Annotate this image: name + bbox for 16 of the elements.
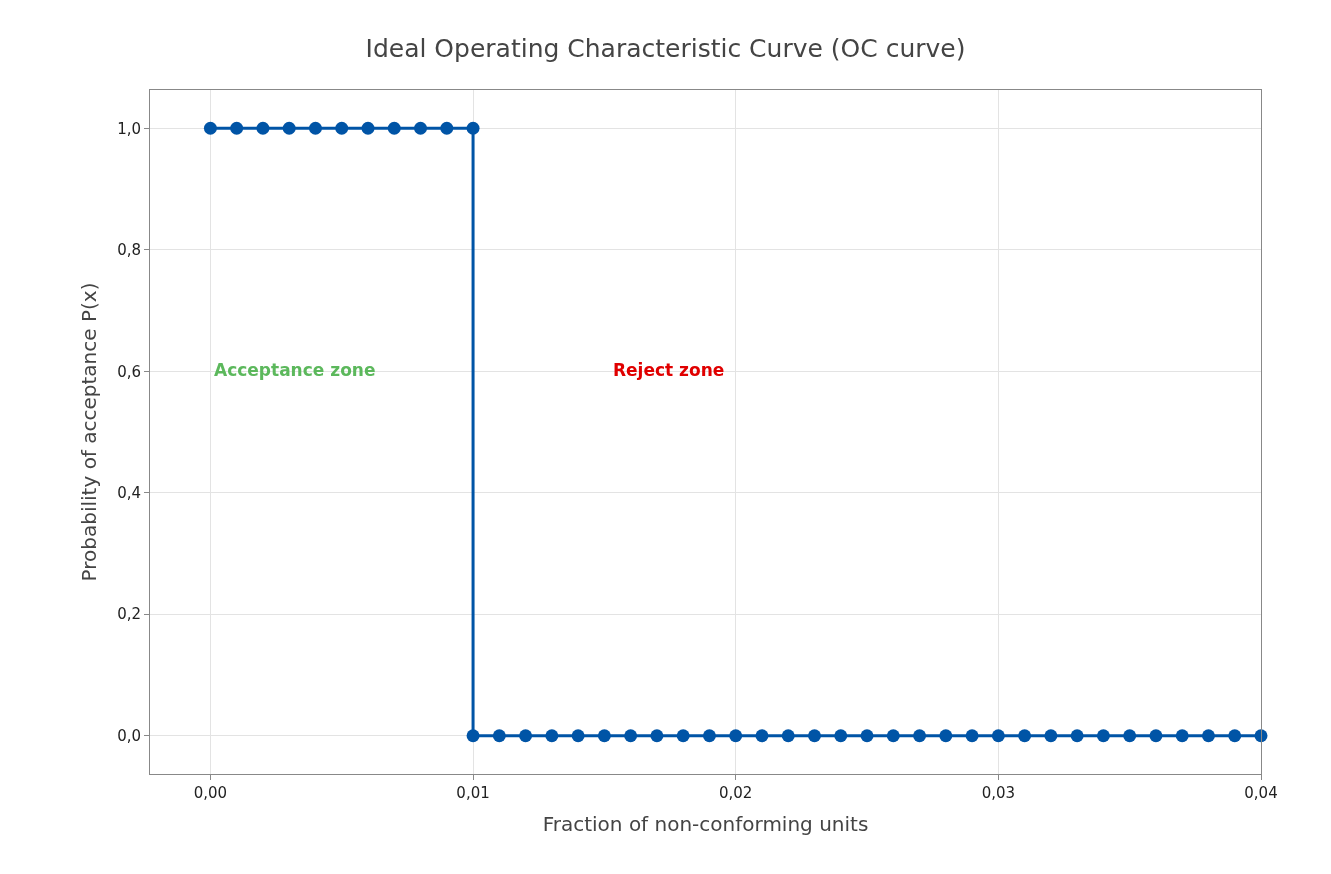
annotation: Acceptance zone — [214, 360, 376, 380]
y-tick-label: 0,2 — [117, 605, 141, 624]
x-tick-label: 0,01 — [456, 784, 490, 802]
y-tick-label: 0,6 — [117, 362, 141, 381]
chart-title: Ideal Operating Characteristic Curve (OC curve) — [365, 33, 966, 63]
y-axis-title: Probability of acceptance P(x) — [76, 282, 101, 582]
annotation: Reject zone — [613, 360, 725, 380]
x-tick-label: 0,00 — [193, 784, 228, 802]
y-tick-label: 1,0 — [117, 119, 141, 138]
x-tick-label: 0,02 — [719, 784, 753, 802]
x-tick-label: 0,03 — [981, 784, 1016, 802]
x-tick-label: 0,04 — [1244, 784, 1278, 802]
y-tick-label: 0,0 — [117, 726, 141, 745]
y-tick-label: 0,4 — [117, 484, 141, 502]
x-axis-title: Fraction of non-conforming units — [542, 811, 869, 836]
y-tick-label: 0,8 — [117, 241, 141, 260]
